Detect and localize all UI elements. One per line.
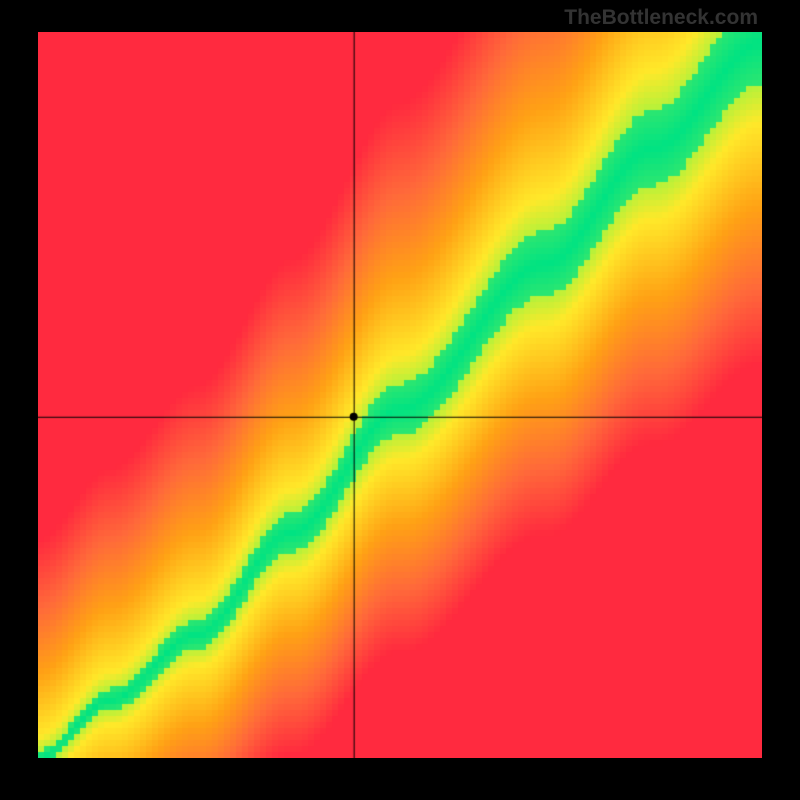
watermark-text: TheBottleneck.com — [564, 6, 758, 30]
chart-container: { "watermark": { "text": "TheBottleneck.… — [0, 0, 800, 800]
bottleneck-heatmap — [38, 32, 762, 758]
